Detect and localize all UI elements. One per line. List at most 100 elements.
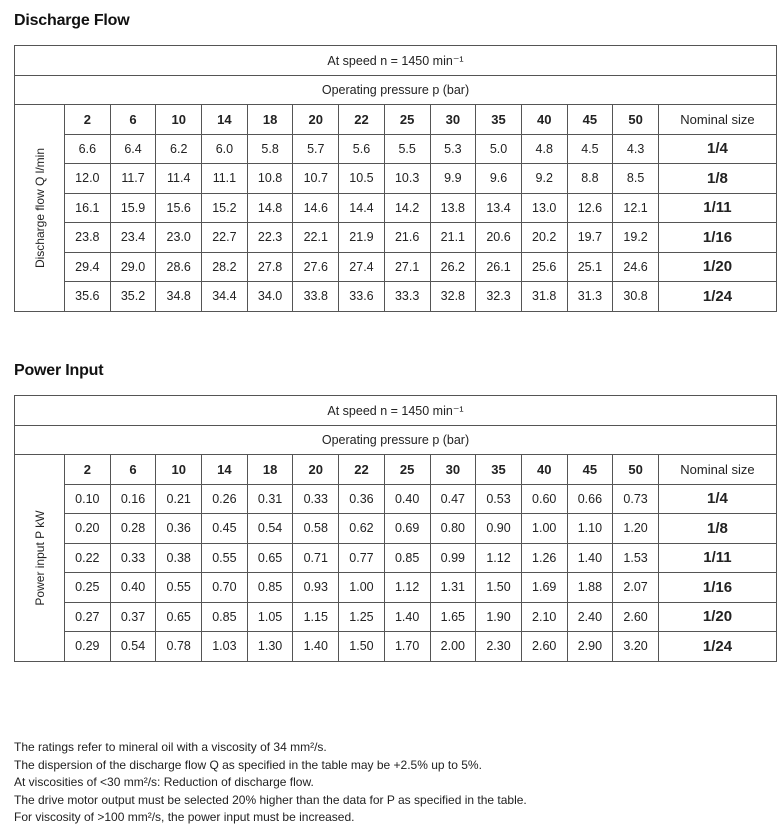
- value-cell: 27.4: [338, 251, 385, 282]
- value-cell: 27.1: [383, 251, 431, 282]
- value-cell: 23.4: [109, 222, 157, 253]
- nominal-size-cell: 1/24: [657, 631, 778, 662]
- value-cell: 6.2: [155, 133, 203, 164]
- value-cell: 9.2: [520, 163, 568, 194]
- value-cell: 28.6: [155, 251, 203, 282]
- value-cell: 0.70: [201, 572, 248, 603]
- value-cell: 2.10: [520, 601, 568, 632]
- value-cell: 1.69: [520, 572, 568, 603]
- value-cell: 14.4: [338, 192, 385, 223]
- value-cell: 12.6: [566, 192, 614, 223]
- value-cell: 21.6: [383, 222, 431, 253]
- value-cell: 19.7: [566, 222, 614, 253]
- discharge-flow-table: At speed n = 1450 min⁻¹ Operating pressur…: [14, 45, 778, 312]
- value-cell: 22.7: [201, 222, 248, 253]
- nominal-size-cell: 1/11: [657, 542, 778, 573]
- pressure-header: 45: [566, 454, 614, 485]
- value-cell: 29.0: [109, 251, 157, 282]
- value-cell: 21.9: [338, 222, 385, 253]
- value-cell: 11.7: [109, 163, 157, 194]
- value-cell: 1.30: [246, 631, 294, 662]
- value-cell: 22.1: [292, 222, 340, 253]
- nominal-size-cell: 1/11: [657, 192, 778, 223]
- value-cell: 0.38: [155, 542, 203, 573]
- value-cell: 25.1: [566, 251, 614, 282]
- value-cell: 10.5: [338, 163, 385, 194]
- pressure-header: 25: [383, 454, 431, 485]
- value-cell: 33.3: [383, 281, 431, 312]
- value-cell: 1.90: [475, 601, 522, 632]
- value-cell: 0.65: [246, 542, 294, 573]
- pressure-header: 45: [566, 104, 614, 135]
- value-cell: 0.69: [383, 513, 431, 544]
- side-label: Discharge flow Q l/min: [32, 147, 47, 268]
- pressure-header: 10: [155, 104, 203, 135]
- value-cell: 34.4: [201, 281, 248, 312]
- nominal-size-cell: 1/16: [657, 572, 778, 603]
- nominal-size-cell: 1/4: [657, 483, 778, 514]
- value-cell: 1.40: [292, 631, 340, 662]
- value-cell: 0.25: [64, 572, 111, 603]
- value-cell: 0.78: [155, 631, 203, 662]
- table-row: 0.27 0.37 0.65 0.85 1.05 1.15 1.25 1.40 1.65 1.90…: [15, 601, 778, 632]
- value-cell: 0.29: [64, 631, 111, 662]
- pressure-header: 40: [520, 454, 568, 485]
- value-cell: 0.58: [292, 513, 340, 544]
- value-cell: 2.60: [520, 631, 568, 662]
- value-cell: 1.12: [475, 542, 522, 573]
- nominal-size-cell: 1/8: [657, 163, 778, 194]
- value-cell: 0.37: [109, 601, 157, 632]
- pressure-header: 20: [292, 104, 340, 135]
- pressure-header: 50: [612, 454, 659, 485]
- value-cell: 4.8: [520, 133, 568, 164]
- value-cell: 14.2: [383, 192, 431, 223]
- speed-row: At speed n = 1450 min⁻¹: [14, 45, 777, 76]
- value-cell: 0.62: [338, 513, 385, 544]
- value-cell: 0.85: [383, 542, 431, 573]
- value-cell: 0.80: [429, 513, 477, 544]
- pressure-header: 30: [429, 104, 477, 135]
- value-cell: 0.54: [246, 513, 294, 544]
- value-cell: 20.6: [475, 222, 522, 253]
- pressure-header: 35: [475, 104, 522, 135]
- pressure-header: 40: [520, 104, 568, 135]
- table-row: 6.6 6.4 6.2 6.0 5.8 5.7 5.6 5.5 5.3 5.0 4.8 4.5 4.3 1…: [15, 133, 778, 164]
- value-cell: 9.6: [475, 163, 522, 194]
- discharge-flow-title: Discharge Flow: [14, 12, 130, 29]
- footnote: The dispersion of the discharge flow Q a…: [14, 757, 482, 772]
- value-cell: 5.8: [246, 133, 294, 164]
- header-row: Power input P kW 2 6 10 14 18 20 22 25 30 35 40 45 50…: [14, 454, 778, 662]
- pressure-header: 20: [292, 454, 340, 485]
- table-row: 12.0 11.7 11.4 11.1 10.8 10.7 10.5 10.3 9.9 9.6 9.…: [15, 163, 778, 194]
- nominal-size-header: Nominal size: [657, 104, 778, 135]
- pressure-header: 22: [338, 104, 385, 135]
- value-cell: 15.6: [155, 192, 203, 223]
- value-cell: 3.20: [612, 631, 659, 662]
- nominal-size-cell: 1/16: [657, 222, 778, 253]
- value-cell: 0.21: [155, 483, 203, 514]
- value-cell: 20.2: [520, 222, 568, 253]
- side-label-cell: Power input P kW: [14, 454, 65, 662]
- value-cell: 35.2: [109, 281, 157, 312]
- value-cell: 21.1: [429, 222, 477, 253]
- table-row: 0.29 0.54 0.78 1.03 1.30 1.40 1.50 1.70 2.00 2.30…: [15, 631, 778, 662]
- value-cell: 6.4: [109, 133, 157, 164]
- value-cell: 29.4: [64, 251, 111, 282]
- value-cell: 0.65: [155, 601, 203, 632]
- value-cell: 1.00: [338, 572, 385, 603]
- value-cell: 12.0: [64, 163, 111, 194]
- value-cell: 1.65: [429, 601, 477, 632]
- pressure-row: Operating pressure p (bar): [14, 424, 777, 455]
- value-cell: 1.31: [429, 572, 477, 603]
- pressure-row: Operating pressure p (bar): [14, 74, 777, 105]
- value-cell: 0.55: [155, 572, 203, 603]
- value-cell: 1.15: [292, 601, 340, 632]
- nominal-size-header: Nominal size: [657, 454, 778, 485]
- value-cell: 23.8: [64, 222, 111, 253]
- value-cell: 0.28: [109, 513, 157, 544]
- pressure-label: Operating pressure p (bar): [14, 424, 777, 455]
- table-row: 29.4 29.0 28.6 28.2 27.8 27.6 27.4 27.1 26.2 26.1…: [15, 251, 778, 282]
- value-cell: 4.3: [612, 133, 659, 164]
- pressure-header: 6: [109, 104, 157, 135]
- value-cell: 0.99: [429, 542, 477, 573]
